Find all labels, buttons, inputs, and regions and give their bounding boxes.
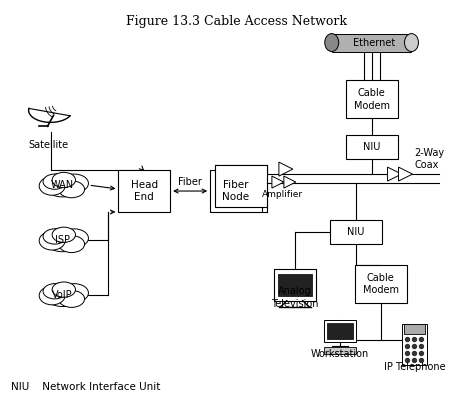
Circle shape bbox=[412, 338, 417, 341]
Text: Cable
Modem: Cable Modem bbox=[363, 272, 399, 295]
Ellipse shape bbox=[60, 229, 89, 247]
Bar bbox=[401, 324, 428, 366]
Polygon shape bbox=[284, 176, 296, 188]
Ellipse shape bbox=[43, 229, 66, 244]
Bar bbox=[278, 274, 312, 296]
Bar bbox=[403, 324, 426, 334]
Text: Amplifier: Amplifier bbox=[262, 190, 303, 199]
Circle shape bbox=[405, 345, 410, 349]
Polygon shape bbox=[388, 167, 401, 181]
Ellipse shape bbox=[59, 291, 84, 307]
Text: WAN: WAN bbox=[51, 180, 74, 190]
Text: 2-Way
Coax: 2-Way Coax bbox=[414, 148, 445, 170]
Ellipse shape bbox=[45, 173, 81, 197]
Ellipse shape bbox=[45, 228, 81, 252]
Polygon shape bbox=[399, 167, 412, 181]
Ellipse shape bbox=[52, 172, 75, 188]
Ellipse shape bbox=[45, 283, 81, 307]
Bar bbox=[330, 220, 382, 244]
Text: Head
End: Head End bbox=[131, 180, 158, 202]
Text: IP Telephone: IP Telephone bbox=[383, 362, 445, 372]
Ellipse shape bbox=[60, 284, 89, 302]
Ellipse shape bbox=[325, 33, 339, 52]
Ellipse shape bbox=[60, 174, 89, 193]
Ellipse shape bbox=[59, 236, 84, 253]
Circle shape bbox=[419, 358, 423, 362]
Ellipse shape bbox=[39, 231, 65, 250]
Bar bbox=[215, 165, 267, 207]
Bar bbox=[355, 265, 407, 303]
Bar bbox=[274, 269, 316, 301]
Text: Satellite: Satellite bbox=[28, 140, 69, 150]
Text: NIU: NIU bbox=[363, 142, 380, 152]
Circle shape bbox=[419, 345, 423, 349]
Text: NIU: NIU bbox=[347, 227, 365, 237]
Text: Figure 13.3 Cable Access Network: Figure 13.3 Cable Access Network bbox=[127, 15, 347, 28]
Bar bbox=[210, 170, 262, 212]
Bar bbox=[332, 33, 411, 52]
Ellipse shape bbox=[404, 33, 419, 52]
Text: NIU    Network Interface Unit: NIU Network Interface Unit bbox=[11, 382, 160, 393]
Circle shape bbox=[412, 345, 417, 349]
Ellipse shape bbox=[39, 286, 65, 305]
Text: VoIP: VoIP bbox=[52, 290, 73, 300]
Circle shape bbox=[419, 351, 423, 355]
Text: Cable
Modem: Cable Modem bbox=[354, 88, 390, 110]
Text: Workstation: Workstation bbox=[310, 349, 369, 359]
Bar bbox=[324, 347, 356, 355]
Bar bbox=[118, 170, 170, 212]
Circle shape bbox=[405, 358, 410, 362]
Ellipse shape bbox=[43, 174, 66, 189]
Text: Ethernet: Ethernet bbox=[354, 37, 396, 48]
Bar bbox=[346, 135, 398, 159]
Bar bbox=[327, 322, 353, 339]
Ellipse shape bbox=[52, 282, 75, 297]
Circle shape bbox=[412, 351, 417, 355]
Circle shape bbox=[419, 338, 423, 341]
Polygon shape bbox=[279, 162, 293, 176]
Text: ISP: ISP bbox=[55, 235, 70, 245]
Ellipse shape bbox=[39, 177, 65, 195]
Bar bbox=[324, 320, 356, 341]
Circle shape bbox=[405, 338, 410, 341]
Polygon shape bbox=[272, 176, 284, 188]
Text: Analog
Television: Analog Television bbox=[271, 286, 319, 309]
Ellipse shape bbox=[52, 227, 75, 243]
Ellipse shape bbox=[59, 181, 84, 198]
Circle shape bbox=[412, 358, 417, 362]
Ellipse shape bbox=[43, 284, 66, 299]
Bar bbox=[346, 81, 398, 118]
Text: Fiber: Fiber bbox=[178, 177, 202, 187]
Circle shape bbox=[405, 351, 410, 355]
Text: Fiber
Node: Fiber Node bbox=[222, 180, 250, 202]
